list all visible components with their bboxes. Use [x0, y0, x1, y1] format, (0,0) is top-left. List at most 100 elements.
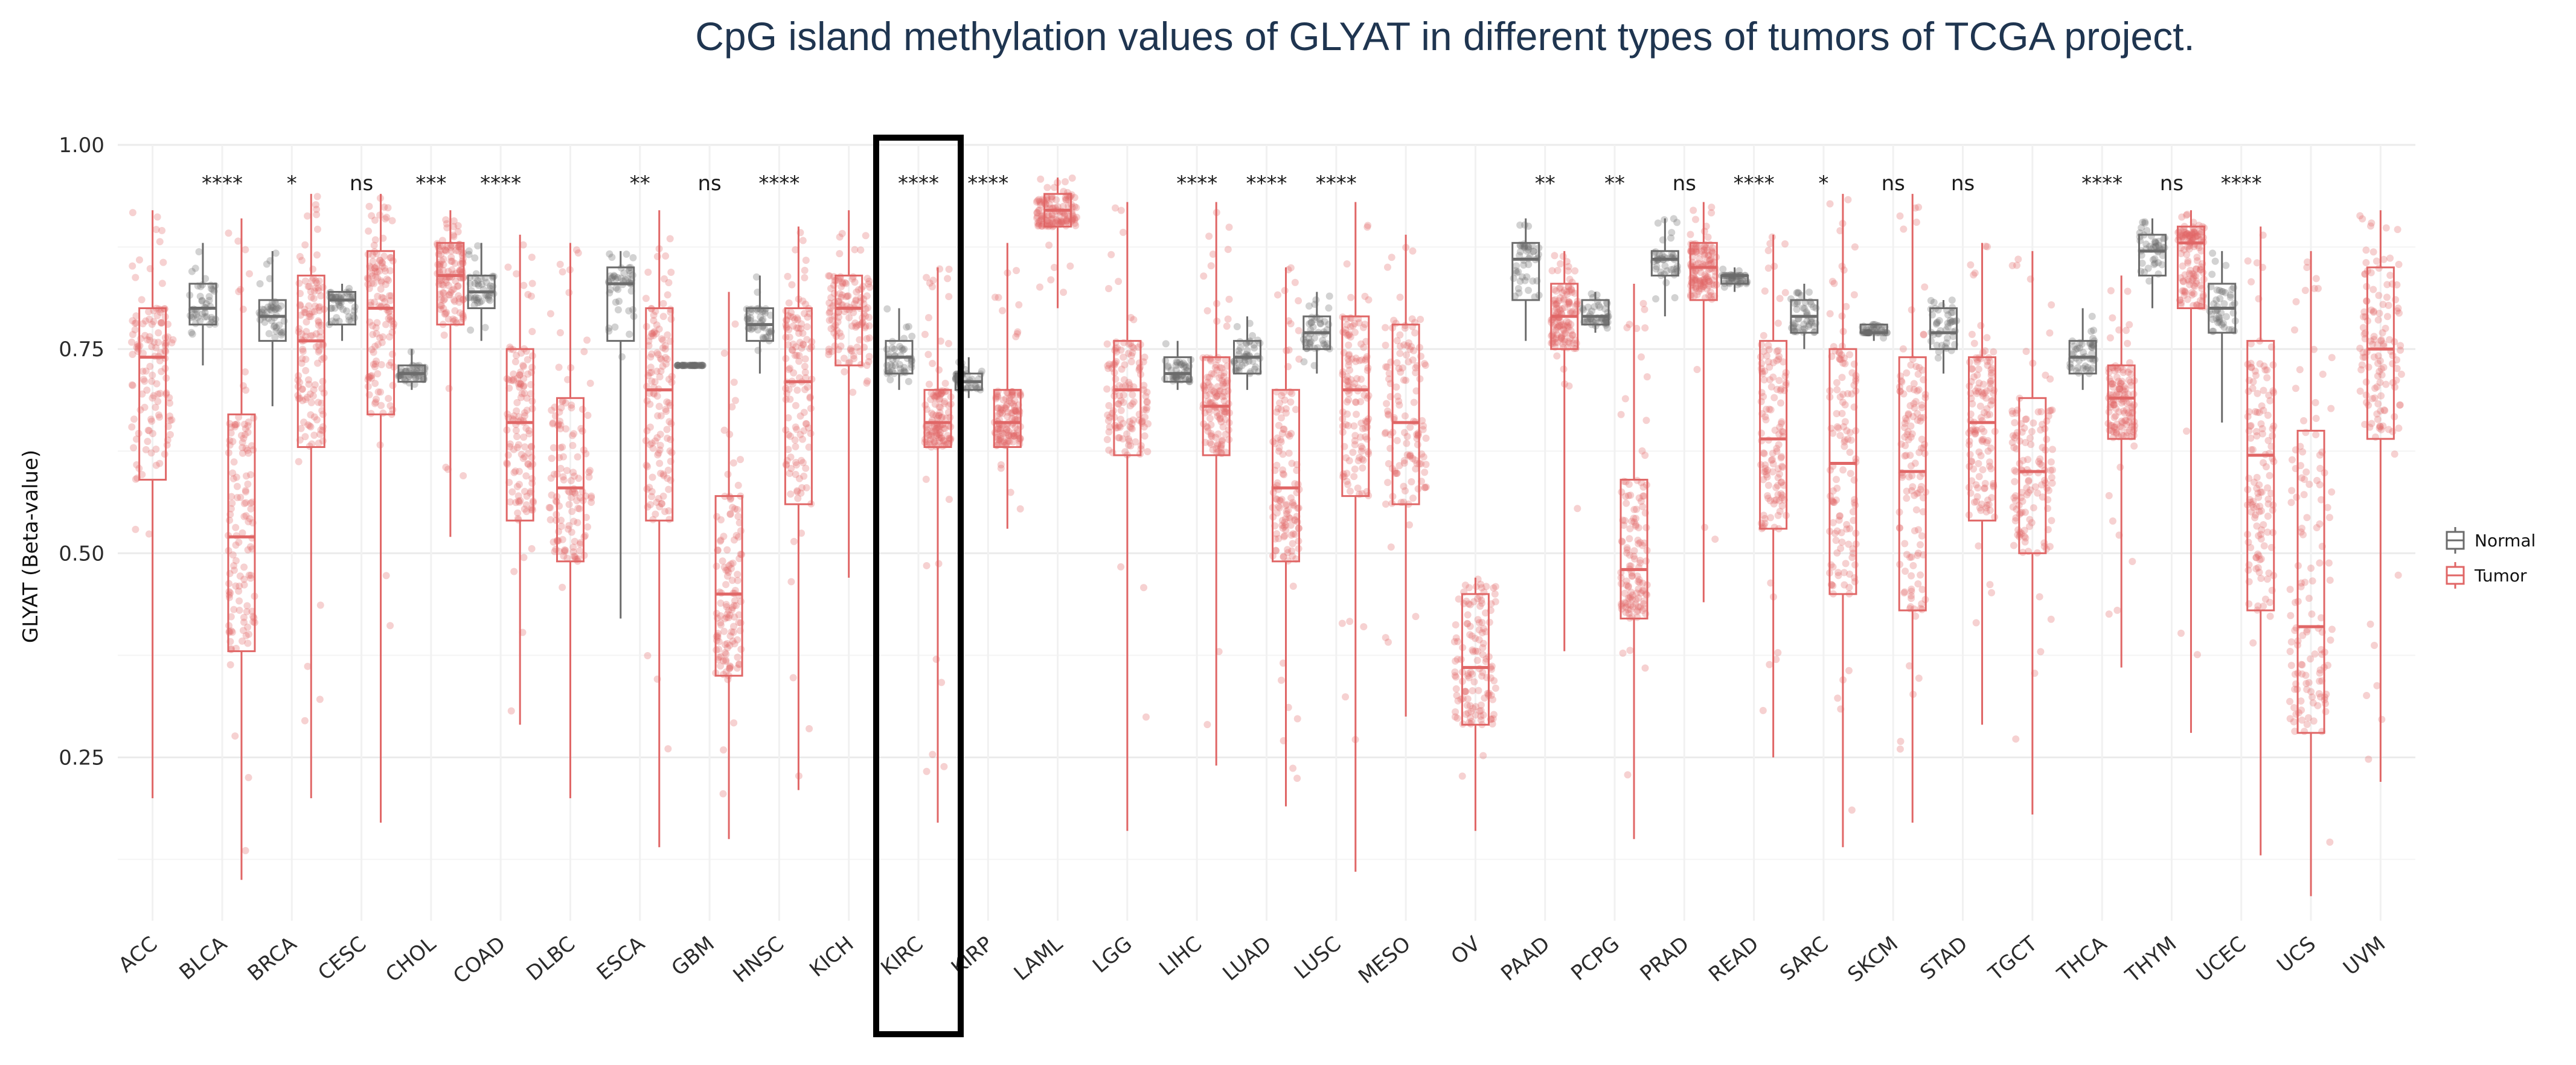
data-point — [371, 264, 379, 272]
data-point — [315, 284, 322, 292]
data-point — [399, 373, 407, 381]
data-point — [412, 374, 420, 382]
data-point — [263, 260, 271, 268]
data-point — [307, 287, 315, 295]
data-point — [757, 313, 764, 321]
data-point — [801, 266, 809, 274]
data-point — [1036, 206, 1043, 214]
data-point — [991, 293, 999, 301]
data-point — [659, 362, 667, 370]
data-point — [521, 505, 528, 513]
data-point — [557, 425, 565, 433]
data-point — [588, 494, 595, 502]
data-point — [2116, 383, 2124, 391]
data-point — [612, 284, 620, 292]
data-point — [723, 546, 731, 554]
data-point — [568, 401, 575, 409]
data-point — [1903, 487, 1911, 495]
data-point — [626, 267, 633, 275]
data-point — [447, 257, 455, 265]
data-point — [148, 343, 156, 351]
data-point — [585, 469, 593, 476]
data-point — [338, 291, 345, 299]
data-point — [747, 314, 755, 322]
data-point — [150, 392, 158, 400]
data-point — [2124, 287, 2132, 295]
data-point — [451, 316, 459, 324]
data-point — [559, 398, 566, 406]
data-point — [804, 313, 812, 321]
data-point — [549, 538, 557, 546]
data-point — [300, 309, 308, 316]
data-point — [1120, 228, 1127, 236]
data-point — [1944, 319, 1952, 327]
data-point — [474, 277, 482, 284]
data-point — [653, 434, 661, 442]
data-point — [1141, 413, 1149, 421]
data-point — [153, 380, 161, 388]
data-point — [1760, 331, 1767, 339]
data-point — [1383, 400, 1391, 408]
data-point — [1971, 430, 1979, 438]
data-point — [473, 296, 481, 304]
data-point — [266, 305, 274, 313]
data-point — [922, 475, 930, 483]
data-point — [1845, 583, 1853, 591]
data-point — [1970, 498, 1978, 506]
data-point — [1360, 344, 1368, 351]
data-point — [851, 278, 859, 286]
data-point — [1126, 423, 1134, 431]
data-point — [521, 412, 529, 420]
data-point — [664, 745, 672, 753]
data-point — [443, 309, 450, 316]
data-point — [1462, 710, 1470, 718]
data-point — [451, 298, 459, 305]
data-point — [240, 581, 248, 589]
data-point — [1639, 492, 1647, 500]
data-point — [1224, 315, 1232, 323]
data-point — [788, 281, 796, 289]
data-point — [1841, 401, 1849, 409]
data-point — [146, 333, 153, 341]
data-point — [717, 653, 725, 660]
data-point — [643, 485, 651, 493]
data-point — [371, 264, 379, 272]
data-point — [247, 499, 255, 507]
data-point — [1800, 320, 1808, 328]
data-point — [1382, 341, 1389, 349]
data-point — [296, 312, 304, 319]
data-point — [299, 345, 307, 353]
data-point — [826, 308, 834, 316]
data-point — [792, 423, 799, 431]
data-point — [298, 359, 306, 367]
data-point — [1912, 219, 1920, 226]
data-point — [663, 426, 671, 433]
data-point — [801, 386, 809, 394]
data-point — [1510, 274, 1517, 282]
data-point — [436, 290, 444, 298]
data-point — [653, 367, 661, 375]
data-point — [240, 613, 248, 621]
data-point — [128, 381, 136, 389]
data-point — [724, 566, 732, 574]
data-point — [646, 501, 654, 508]
data-point — [1400, 376, 1408, 384]
data-point — [143, 386, 151, 394]
data-point — [784, 272, 792, 280]
data-point — [507, 707, 515, 715]
data-point — [2193, 651, 2201, 659]
data-point — [723, 613, 731, 621]
data-point — [866, 283, 874, 291]
data-point — [367, 409, 375, 417]
data-point — [1978, 436, 1986, 444]
data-point — [1385, 460, 1392, 468]
data-point — [365, 202, 373, 210]
data-point — [1408, 342, 1415, 350]
data-point — [1129, 391, 1136, 398]
data-point — [1411, 329, 1419, 337]
data-point — [728, 628, 735, 636]
data-point — [722, 656, 730, 664]
data-point — [1984, 362, 1991, 369]
data-point — [319, 423, 327, 430]
data-point — [1401, 324, 1409, 332]
